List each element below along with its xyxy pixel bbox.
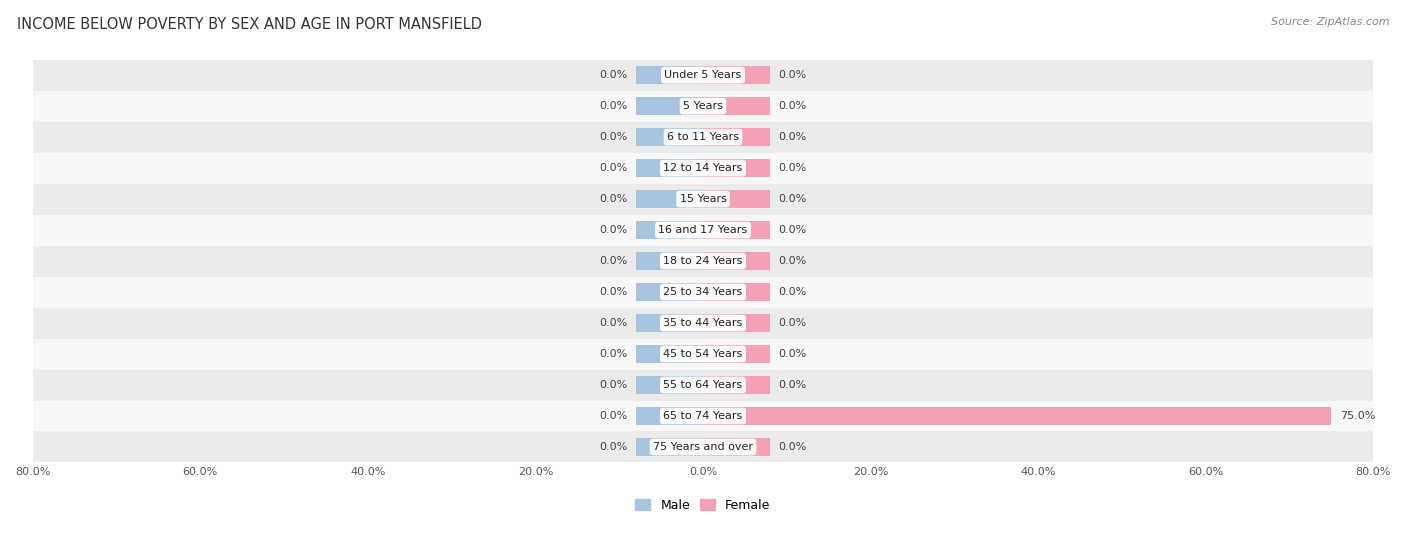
Bar — [32, 122, 1374, 152]
Bar — [32, 60, 1374, 90]
Text: 0.0%: 0.0% — [599, 287, 627, 297]
Bar — [703, 314, 770, 332]
Text: 0.0%: 0.0% — [599, 411, 627, 421]
Bar — [703, 438, 770, 456]
Bar — [703, 283, 770, 301]
Text: 0.0%: 0.0% — [599, 380, 627, 390]
Bar — [636, 159, 703, 177]
Bar — [32, 431, 1374, 463]
Text: 75.0%: 75.0% — [1340, 411, 1375, 421]
Bar — [636, 283, 703, 301]
Text: 0.0%: 0.0% — [779, 70, 807, 80]
Text: 0.0%: 0.0% — [779, 163, 807, 173]
Bar — [32, 184, 1374, 215]
Bar — [703, 97, 770, 115]
Bar — [703, 252, 770, 270]
Legend: Male, Female: Male, Female — [630, 494, 776, 517]
Bar — [703, 221, 770, 239]
Bar — [636, 438, 703, 456]
Text: 0.0%: 0.0% — [779, 442, 807, 452]
Text: 0.0%: 0.0% — [779, 101, 807, 111]
Bar — [703, 159, 770, 177]
Text: 35 to 44 Years: 35 to 44 Years — [664, 318, 742, 328]
Bar — [636, 314, 703, 332]
Text: Source: ZipAtlas.com: Source: ZipAtlas.com — [1271, 17, 1389, 27]
Text: 0.0%: 0.0% — [779, 349, 807, 359]
Bar — [703, 66, 770, 84]
Text: 12 to 14 Years: 12 to 14 Years — [664, 163, 742, 173]
Text: 0.0%: 0.0% — [599, 442, 627, 452]
Text: 0.0%: 0.0% — [599, 163, 627, 173]
Bar — [32, 307, 1374, 339]
Text: 25 to 34 Years: 25 to 34 Years — [664, 287, 742, 297]
Bar — [636, 66, 703, 84]
Bar — [703, 407, 1331, 425]
Text: 6 to 11 Years: 6 to 11 Years — [666, 132, 740, 142]
Text: 0.0%: 0.0% — [779, 318, 807, 328]
Bar — [32, 246, 1374, 277]
Text: 65 to 74 Years: 65 to 74 Years — [664, 411, 742, 421]
Bar — [636, 252, 703, 270]
Bar — [636, 128, 703, 146]
Text: 0.0%: 0.0% — [779, 256, 807, 266]
Bar — [32, 277, 1374, 307]
Text: 55 to 64 Years: 55 to 64 Years — [664, 380, 742, 390]
Bar — [703, 128, 770, 146]
Text: 5 Years: 5 Years — [683, 101, 723, 111]
Text: 0.0%: 0.0% — [779, 132, 807, 142]
Bar — [636, 376, 703, 394]
Text: 0.0%: 0.0% — [779, 287, 807, 297]
Text: 18 to 24 Years: 18 to 24 Years — [664, 256, 742, 266]
Text: 0.0%: 0.0% — [779, 225, 807, 235]
Text: 0.0%: 0.0% — [779, 380, 807, 390]
Text: 0.0%: 0.0% — [599, 225, 627, 235]
Text: 0.0%: 0.0% — [599, 70, 627, 80]
Bar — [636, 97, 703, 115]
Text: 0.0%: 0.0% — [779, 194, 807, 204]
Bar — [32, 152, 1374, 184]
Bar — [703, 376, 770, 394]
Text: 0.0%: 0.0% — [599, 349, 627, 359]
Bar — [636, 407, 703, 425]
Text: 16 and 17 Years: 16 and 17 Years — [658, 225, 748, 235]
Text: 0.0%: 0.0% — [599, 256, 627, 266]
Text: 0.0%: 0.0% — [599, 194, 627, 204]
Bar — [703, 190, 770, 208]
Text: INCOME BELOW POVERTY BY SEX AND AGE IN PORT MANSFIELD: INCOME BELOW POVERTY BY SEX AND AGE IN P… — [17, 17, 482, 32]
Bar — [32, 369, 1374, 401]
Text: 0.0%: 0.0% — [599, 318, 627, 328]
Text: 15 Years: 15 Years — [679, 194, 727, 204]
Text: 75 Years and over: 75 Years and over — [652, 442, 754, 452]
Bar — [32, 215, 1374, 246]
Text: Under 5 Years: Under 5 Years — [665, 70, 741, 80]
Bar — [32, 401, 1374, 431]
Bar — [703, 345, 770, 363]
Bar — [32, 90, 1374, 122]
Bar — [32, 339, 1374, 369]
Text: 0.0%: 0.0% — [599, 132, 627, 142]
Bar — [636, 221, 703, 239]
Bar — [636, 345, 703, 363]
Bar — [636, 190, 703, 208]
Text: 45 to 54 Years: 45 to 54 Years — [664, 349, 742, 359]
Text: 0.0%: 0.0% — [599, 101, 627, 111]
